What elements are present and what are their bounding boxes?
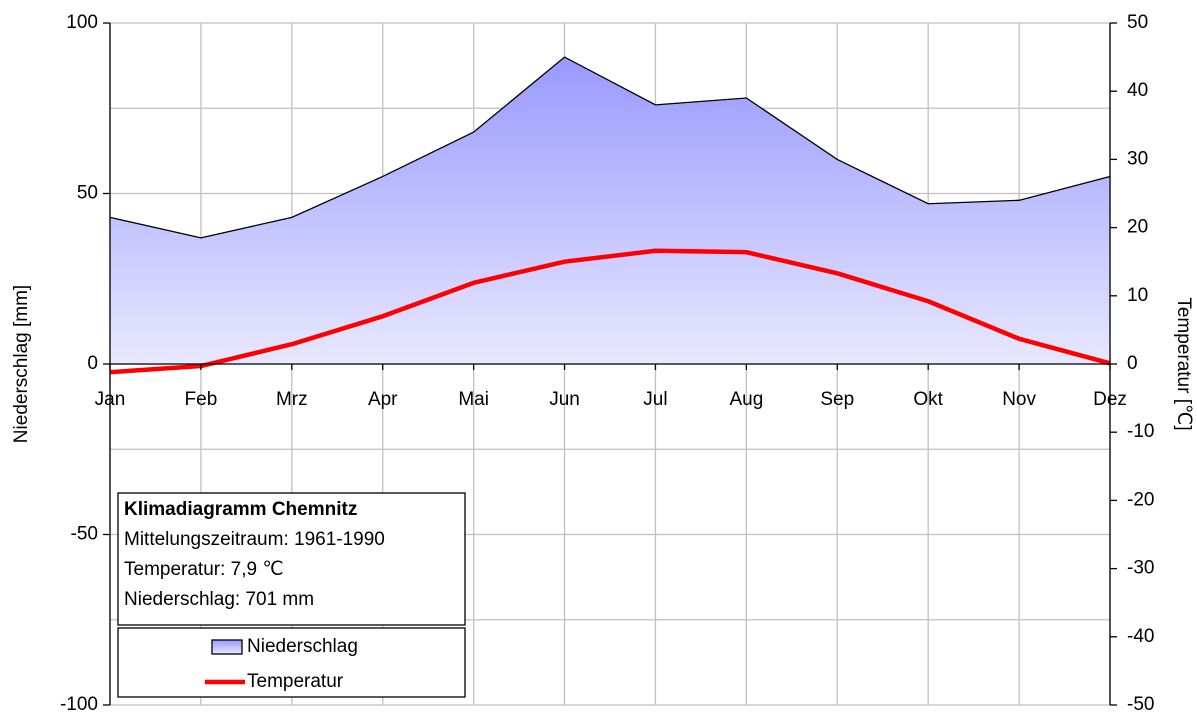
- x-tick-label: Jan: [95, 389, 126, 410]
- legend-label: Temperatur: [247, 671, 344, 692]
- legend-box: [117, 627, 466, 698]
- y2-tick-label: 20: [1127, 217, 1148, 238]
- y-axis-label: Niederschlag [mm]: [11, 285, 32, 443]
- x-tick-label: Aug: [729, 389, 763, 410]
- y-tick-label: -100: [60, 694, 98, 713]
- x-tick-label: Nov: [1002, 389, 1036, 410]
- x-tick-label: Dez: [1093, 389, 1127, 410]
- x-tick-label: Feb: [185, 389, 218, 410]
- y2-tick-label: 50: [1127, 12, 1148, 33]
- y2-tick-label: -20: [1127, 489, 1154, 510]
- info-line: Niederschlag: 701 mm: [124, 589, 314, 610]
- y-tick-label: 50: [77, 183, 98, 204]
- y2-tick-label: -50: [1127, 694, 1154, 713]
- precipitation-area: [110, 57, 1110, 364]
- info-line: Mittelungszeitraum: 1961-1990: [124, 529, 385, 550]
- y2-tick-label: 40: [1127, 80, 1148, 101]
- x-tick-label: Mai: [458, 389, 489, 410]
- legend-swatch: [211, 639, 243, 655]
- y2-tick-label: 10: [1127, 285, 1148, 306]
- precipitation-outline: [109, 56, 1111, 239]
- y2-axis-label: Temperatur [℃]: [1173, 297, 1194, 430]
- x-tick-label: Jun: [549, 389, 580, 410]
- y2-tick-label: -40: [1127, 626, 1154, 647]
- y-tick-label: 100: [66, 12, 98, 33]
- x-tick-label: Okt: [913, 389, 943, 410]
- y2-tick-label: -30: [1127, 558, 1154, 579]
- x-tick-label: Jul: [643, 389, 667, 410]
- y2-tick-label: -10: [1127, 421, 1154, 442]
- info-box: [117, 492, 466, 626]
- x-tick-label: Apr: [368, 389, 398, 410]
- y-tick-label: 0: [87, 353, 98, 374]
- x-tick-label: Sep: [820, 389, 854, 410]
- x-tick-label: Mrz: [276, 389, 308, 410]
- legend-label: Niederschlag: [247, 636, 358, 657]
- info-line: Temperatur: 7,9 ℃: [124, 559, 284, 580]
- y2-tick-label: 0: [1127, 353, 1138, 374]
- y2-tick-label: 30: [1127, 148, 1148, 169]
- info-title: Klimadiagramm Chemnitz: [124, 499, 357, 520]
- y-tick-label: -50: [71, 524, 98, 545]
- temperature-line: [109, 248, 1111, 375]
